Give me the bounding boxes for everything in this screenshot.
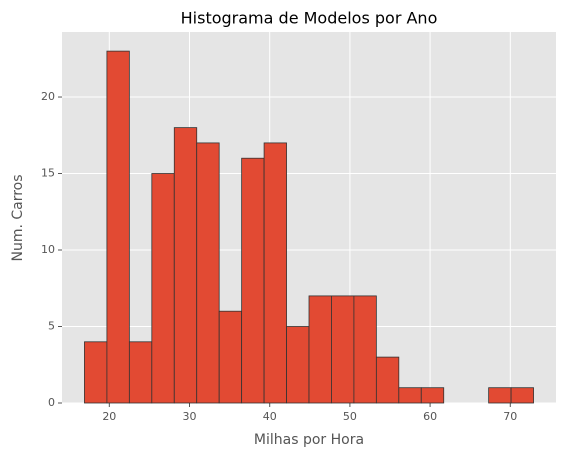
bar [375,356,400,404]
bar [106,50,130,404]
bar [84,341,108,404]
bar [420,387,445,404]
x-tick-label: 50 [343,410,357,423]
y-axis-label: Num. Carros [10,174,26,261]
bar [353,295,377,404]
bar [488,387,512,404]
bar [510,387,534,404]
bar [218,310,243,404]
bar [173,127,198,404]
x-tick-label: 60 [423,410,437,423]
bar [398,387,422,404]
bar [331,295,355,404]
bar [241,157,265,404]
y-tick-label: 10 [41,243,55,256]
y-tick-label: 5 [48,320,55,333]
x-tick-label: 40 [263,410,277,423]
x-tick-label: 30 [183,410,197,423]
y-tick-label: 20 [41,90,55,103]
y-tick-label: 15 [41,167,55,180]
bar [286,326,310,404]
chart-title: Histograma de Modelos por Ano [181,9,438,28]
y-tick-label: 0 [48,396,55,409]
bar [308,295,332,404]
x-tick-label: 70 [503,410,517,423]
bar [128,341,153,404]
bar [263,142,287,404]
bar [151,173,175,404]
x-axis-label: Milhas por Hora [254,432,364,448]
bar [196,142,220,404]
x-tick-label: 20 [102,410,116,423]
